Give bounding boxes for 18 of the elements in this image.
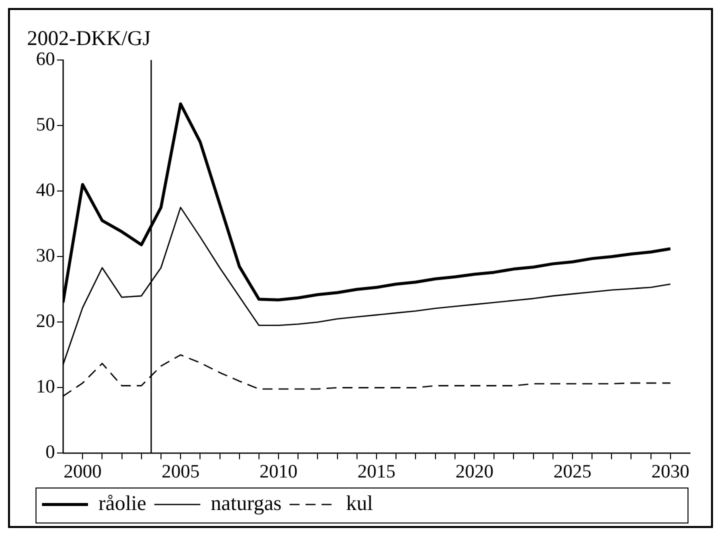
y-tick-label: 0 <box>46 442 55 464</box>
x-tick-label: 2010 <box>260 462 298 483</box>
x-tick-label: 2025 <box>553 462 592 483</box>
x-tick-label: 2000 <box>64 462 102 483</box>
x-tick-label: 2005 <box>162 462 200 483</box>
y-tick-label: 20 <box>36 311 55 332</box>
y-tick-label: 10 <box>36 376 55 398</box>
y-tick-label: 30 <box>36 246 55 267</box>
y-tick-label: 40 <box>36 180 55 202</box>
y-axis-title: 2002-DKK/GJ <box>27 26 151 50</box>
x-tick-label: 2015 <box>358 462 396 483</box>
x-tick-label: 2020 <box>455 462 494 483</box>
y-tick-label: 50 <box>36 114 55 136</box>
legend-label: råolie <box>98 491 146 516</box>
legend-label: naturgas <box>210 491 282 516</box>
legend-label: kul <box>346 491 374 516</box>
y-tick-label: 60 <box>36 48 55 70</box>
x-tick-label: 2030 <box>651 462 690 483</box>
